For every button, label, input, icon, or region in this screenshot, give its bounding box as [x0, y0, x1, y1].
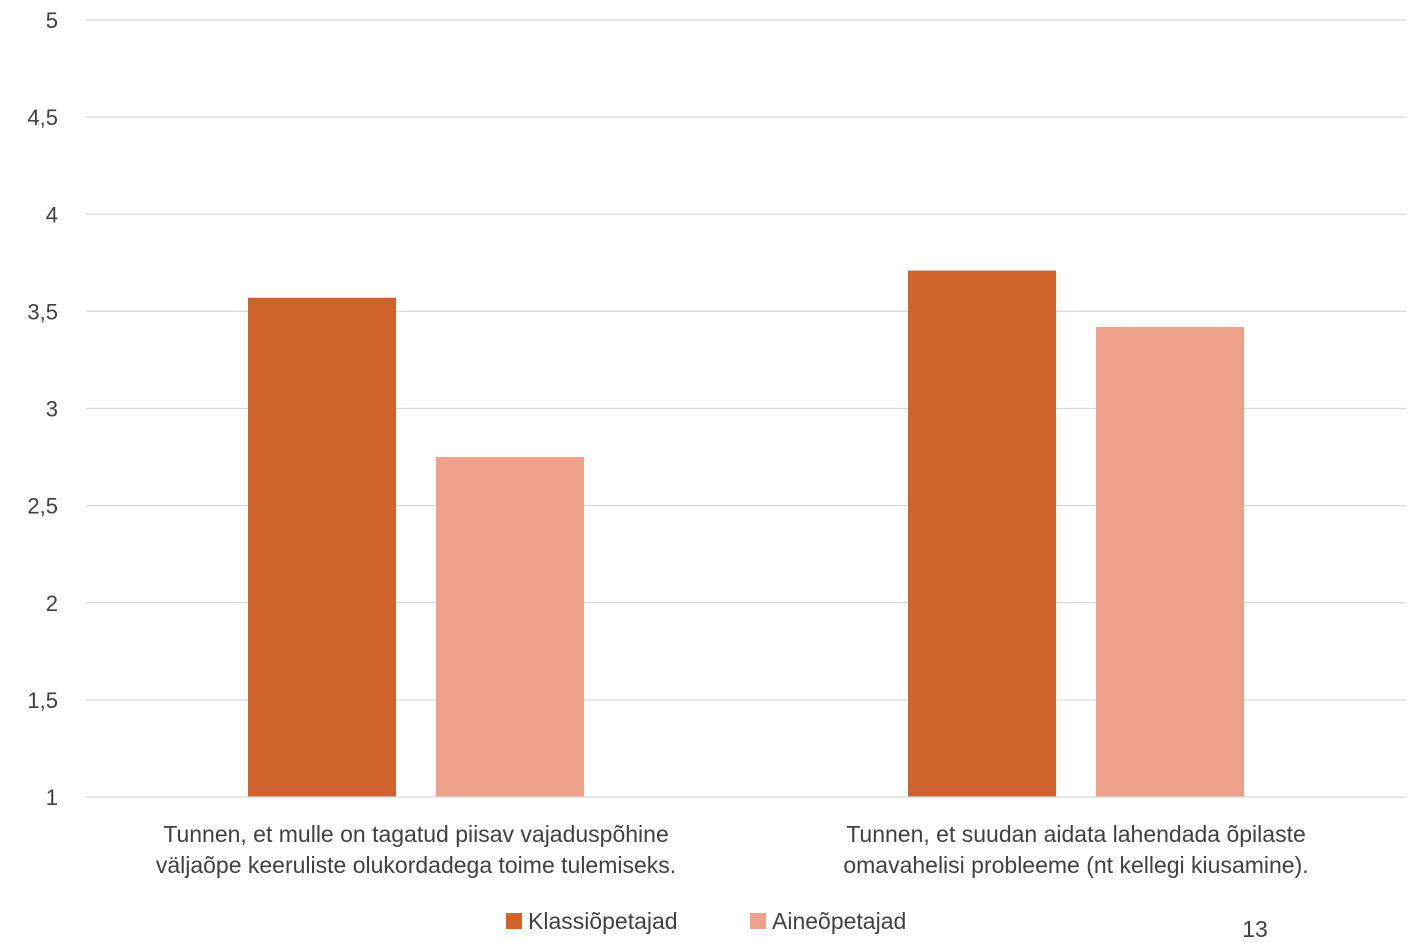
y-tick-label: 1,5	[27, 688, 58, 713]
bar	[248, 297, 396, 797]
bar	[908, 270, 1056, 797]
y-tick-label: 5	[46, 8, 58, 33]
x-category-label: Tunnen, et mulle on tagatud piisav vajad…	[156, 821, 676, 878]
y-tick-label: 1	[46, 785, 58, 810]
y-tick-label: 2	[46, 591, 58, 616]
bars	[248, 270, 1244, 797]
x-category-label: Tunnen, et suudan aidata lahendada õpila…	[843, 821, 1308, 878]
y-tick-label: 3,5	[27, 299, 58, 324]
y-tick-label: 4	[46, 202, 58, 227]
legend-swatch	[750, 913, 766, 929]
legend-swatch	[506, 913, 522, 929]
legend: Klassiõpetajad Aineõpetajad	[506, 908, 906, 934]
page-number: 13	[1242, 916, 1268, 942]
bar	[436, 457, 584, 797]
y-tick-label: 4,5	[27, 105, 58, 130]
y-tick-label: 3	[46, 397, 58, 422]
x-axis-category-labels: Tunnen, et mulle on tagatud piisav vajad…	[156, 821, 1309, 878]
legend-label: Aineõpetajad	[772, 908, 906, 934]
y-axis-tick-labels: 1 1,5 2 2,5 3 3,5 4 4,5 5	[27, 8, 58, 810]
legend-label: Klassiõpetajad	[528, 908, 678, 934]
bar	[1096, 326, 1244, 797]
y-tick-label: 2,5	[27, 494, 58, 519]
